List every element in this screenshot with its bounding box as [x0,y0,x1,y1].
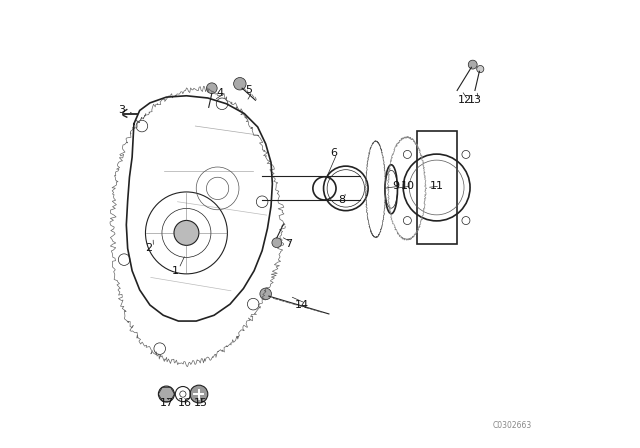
Circle shape [190,385,208,403]
Text: 5: 5 [245,86,252,95]
Text: 9: 9 [392,181,399,191]
Text: 3: 3 [118,105,125,116]
Text: 6: 6 [330,148,337,158]
Circle shape [272,238,282,248]
Circle shape [207,83,217,94]
Circle shape [154,343,166,354]
Circle shape [248,298,259,310]
Text: 13: 13 [468,95,482,105]
Circle shape [257,196,268,207]
Text: 4: 4 [216,88,223,98]
Circle shape [216,98,228,110]
Circle shape [234,78,246,90]
Text: 2: 2 [145,243,152,254]
Circle shape [260,288,271,300]
Text: C0302663: C0302663 [492,421,531,430]
Circle shape [403,216,412,224]
Circle shape [136,120,148,132]
Text: 10: 10 [401,181,415,191]
Text: 15: 15 [194,398,208,409]
Circle shape [477,65,484,73]
Circle shape [468,60,477,69]
Circle shape [118,254,130,265]
Circle shape [403,151,412,159]
Circle shape [462,216,470,224]
Circle shape [180,391,186,397]
Circle shape [158,386,175,402]
Text: 16: 16 [178,398,191,409]
Text: 17: 17 [159,398,173,409]
Text: 14: 14 [295,300,309,310]
Text: 1: 1 [172,266,179,276]
Text: 7: 7 [285,239,292,249]
Text: 8: 8 [339,194,346,205]
Text: 12: 12 [458,95,472,105]
Circle shape [174,220,199,246]
Circle shape [462,151,470,159]
Text: 11: 11 [429,181,444,191]
